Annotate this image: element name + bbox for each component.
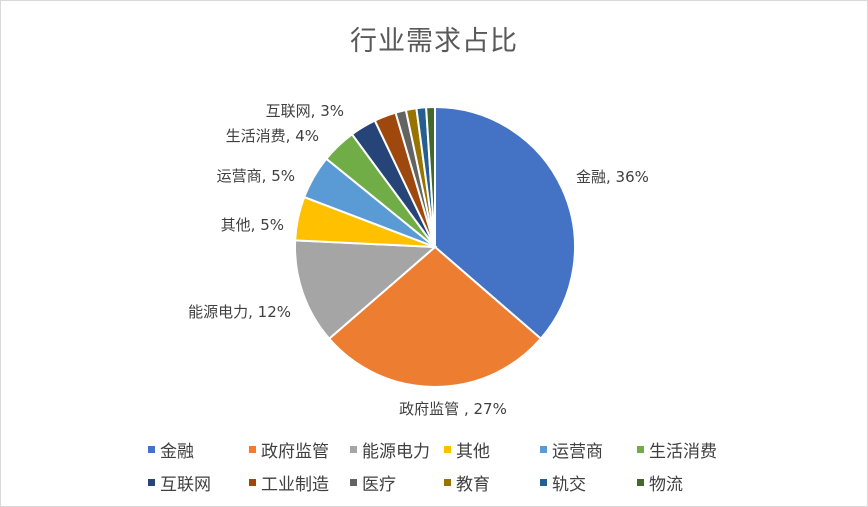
pie-slice-1: [434, 105, 576, 341]
pie-slice-label-6: 生活消费, 4%: [226, 127, 319, 145]
pie-slice-label-7: 互联网, 3%: [266, 102, 344, 120]
pie-slice-3: [294, 239, 438, 341]
pie-slice-label-5: 运营商, 5%: [217, 167, 295, 185]
chart-title: 行业需求占比: [350, 26, 518, 57]
pie-slice-label-4: 其他, 5%: [221, 216, 284, 234]
pie-slice-12: [425, 105, 436, 248]
pie-slice-label-3: 能源电力, 12%: [188, 303, 291, 321]
pie-slice-label-2: 政府监管 , 27%: [399, 400, 507, 418]
pie-slice-label-1: 金融, 36%: [576, 168, 649, 186]
pie-slice-2: [327, 245, 543, 388]
